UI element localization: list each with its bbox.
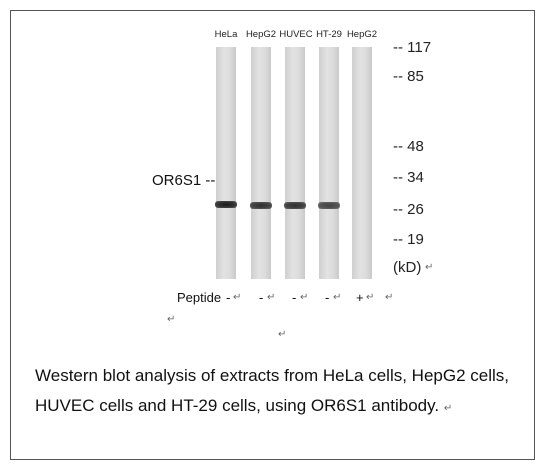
unit-label: (kD) (393, 259, 422, 276)
return-mark: ↵ (167, 314, 176, 325)
peptide-sign-huvec: - (292, 290, 297, 305)
lane-label-huvec: HUVEC (279, 29, 313, 40)
peptide-sign-ht29: - (325, 290, 330, 305)
caption-text: Western blot analysis of extracts from H… (35, 366, 509, 415)
return-mark: ↵ (267, 292, 276, 303)
blot-lane-ht29 (318, 47, 340, 279)
figure-frame: HeLa HepG2 HUVEC HT-29 HepG2 -- 117 -- 8… (10, 10, 535, 460)
peptide-sign-hepg2-peptide: + (356, 290, 364, 305)
return-mark: ↵ (300, 292, 309, 303)
lane-label-hepg2-peptide: HepG2 (346, 29, 378, 40)
return-mark: ↵ (443, 403, 453, 414)
protein-label: OR6S1 -- (152, 172, 216, 189)
blot-lane-hepg2-peptide (352, 47, 372, 279)
marker-34: -- 34 (393, 169, 424, 186)
return-mark: ↵ (333, 292, 342, 303)
blot-lane-huvec (284, 47, 306, 279)
lane-label-hepg2: HepG2 (245, 29, 277, 40)
blot-band (250, 202, 272, 209)
return-mark: ↵ (233, 292, 242, 303)
marker-117: -- 117 (393, 39, 432, 56)
peptide-label: Peptide (177, 290, 222, 305)
marker-85: -- 85 (393, 68, 424, 85)
peptide-sign-hela: - (226, 290, 231, 305)
return-mark: ↵ (385, 292, 394, 303)
marker-48: -- 48 (393, 138, 424, 155)
lane-label-ht29: HT-29 (316, 29, 342, 40)
blot-lane-hela (215, 47, 237, 279)
blot-band (318, 202, 340, 209)
marker-26: -- 26 (393, 201, 424, 218)
figure-caption: Western blot analysis of extracts from H… (35, 361, 535, 424)
blot-band (215, 201, 237, 208)
marker-19: -- 19 (393, 231, 424, 248)
return-mark: ↵ (278, 329, 287, 340)
return-mark: ↵ (366, 292, 375, 303)
peptide-sign-hepg2: - (259, 290, 264, 305)
return-mark: ↵ (425, 262, 434, 273)
lane-label-hela: HeLa (214, 29, 238, 40)
blot-lane-hepg2 (250, 47, 272, 279)
blot-band (284, 202, 306, 209)
